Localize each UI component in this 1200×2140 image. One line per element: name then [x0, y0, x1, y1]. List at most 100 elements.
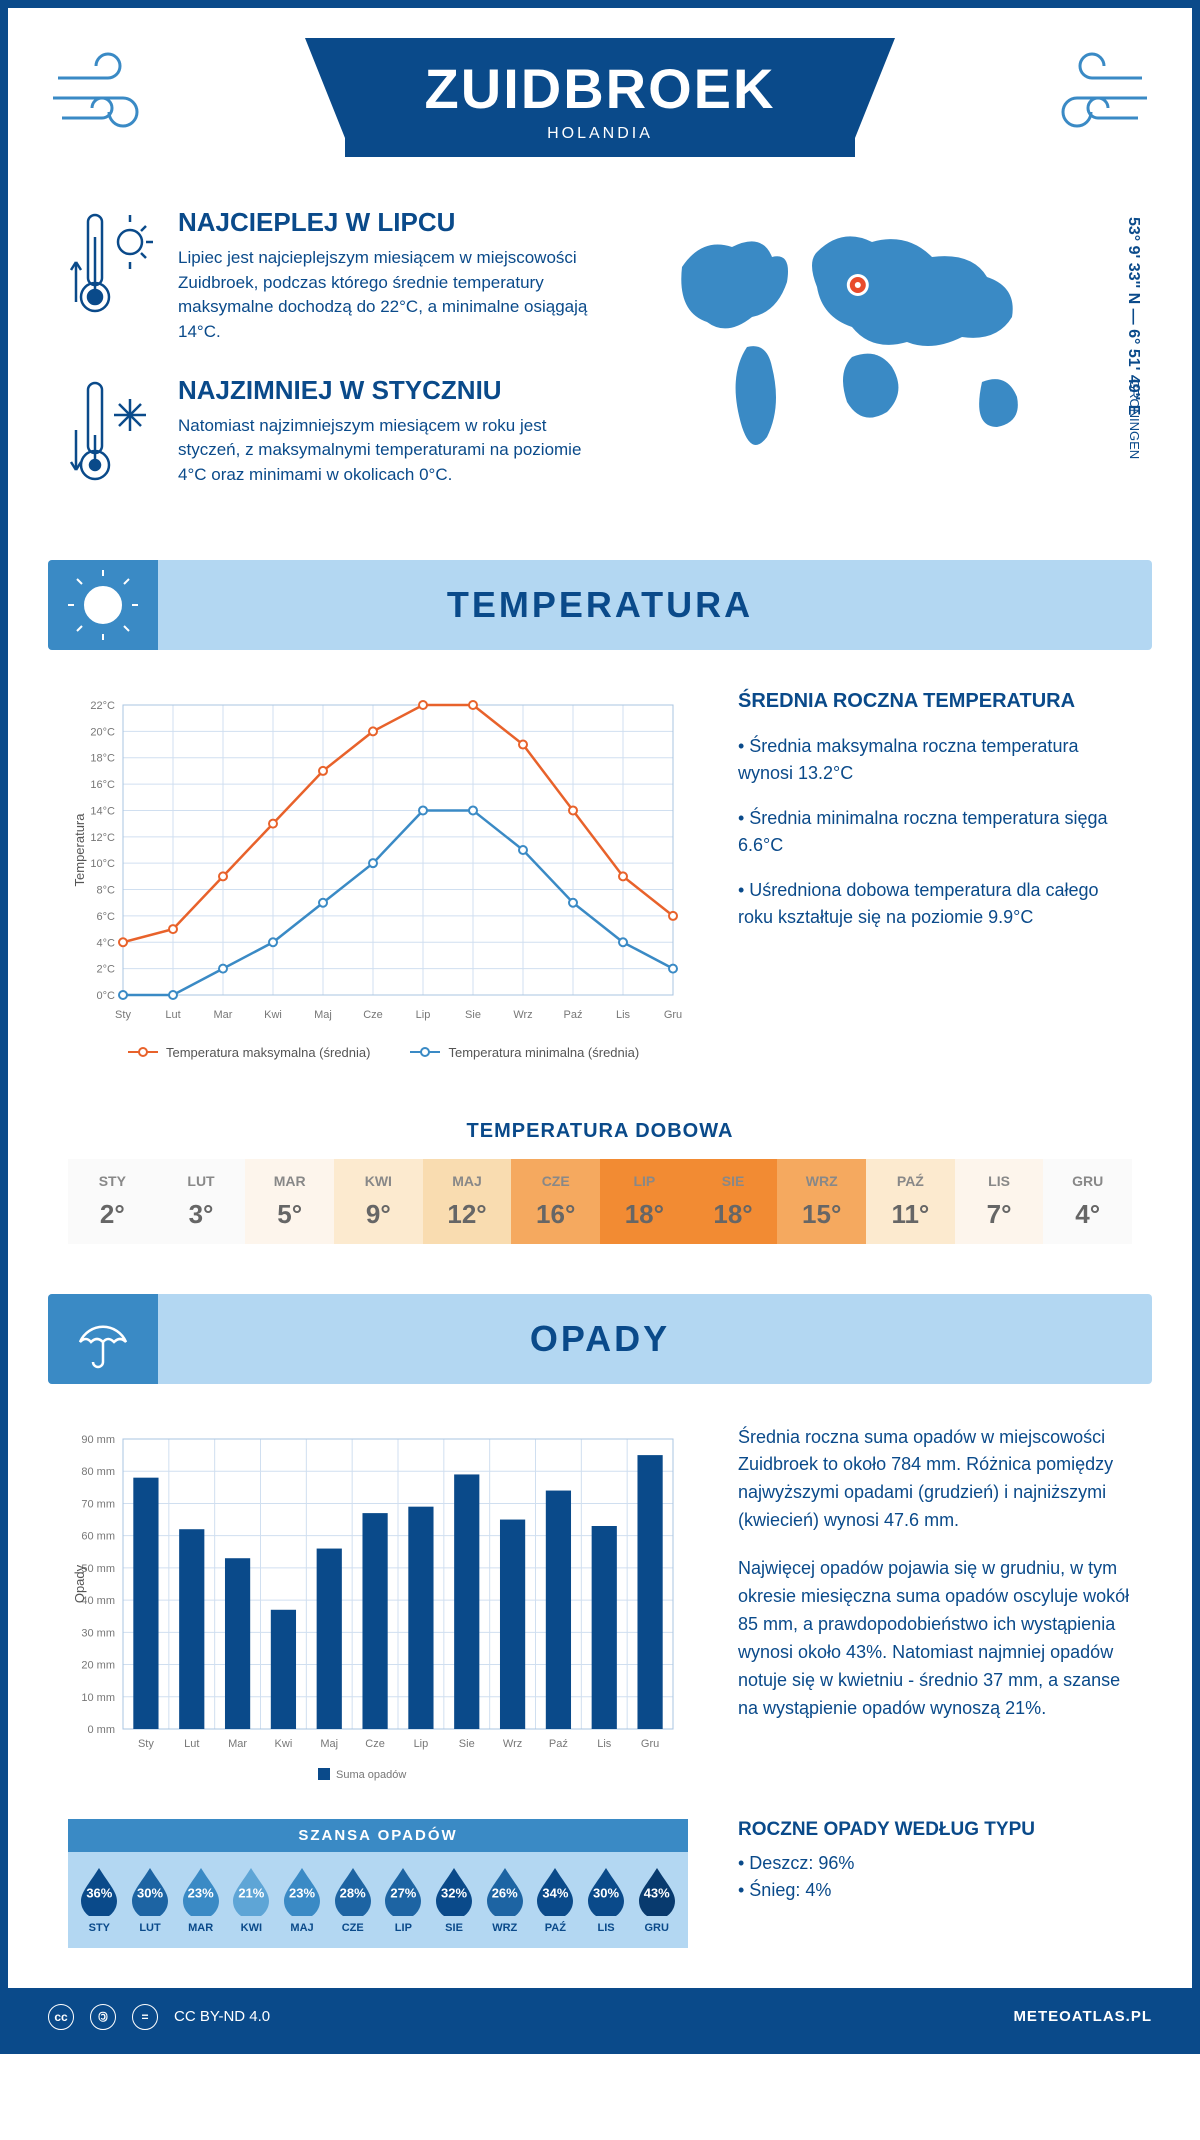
daily-cell: CZE16° — [511, 1159, 600, 1244]
title-banner: ZUIDBROEK HOLANDIA — [345, 38, 856, 157]
precipitation-bar-chart: 0 mm10 mm20 mm30 mm40 mm50 mm60 mm70 mm8… — [68, 1424, 688, 1789]
chance-drop: 21%KWI — [226, 1866, 277, 1934]
chance-drop: 23%MAR — [175, 1866, 226, 1934]
precip-p2: Najwięcej opadów pojawia się w grudniu, … — [738, 1555, 1132, 1722]
daily-cell: SIE18° — [689, 1159, 778, 1244]
svg-text:Lip: Lip — [416, 1009, 431, 1021]
svg-text:Sty: Sty — [138, 1738, 154, 1750]
temp-info-b1: • Średnia maksymalna roczna temperatura … — [738, 733, 1132, 787]
svg-text:Opady: Opady — [72, 1564, 87, 1603]
license-text: CC BY-ND 4.0 — [174, 2008, 270, 2025]
svg-text:0 mm: 0 mm — [88, 1724, 116, 1736]
svg-text:Paź: Paź — [549, 1738, 568, 1750]
annual-type-rain: • Deszcz: 96% — [738, 1853, 1035, 1874]
svg-text:Suma opadów: Suma opadów — [336, 1769, 406, 1781]
section-header-temperature: TEMPERATURA — [48, 560, 1152, 650]
chance-drop: 26%WRZ — [479, 1866, 530, 1934]
temp-info-b3: • Uśredniona dobowa temperatura dla całe… — [738, 877, 1132, 931]
world-map-svg — [652, 207, 1072, 467]
svg-text:Cze: Cze — [363, 1009, 383, 1021]
summary-row: NAJCIEPLEJ W LIPCU Lipiec jest najcieple… — [8, 207, 1192, 560]
daily-cell: PAŹ11° — [866, 1159, 955, 1244]
infographic-frame: ZUIDBROEK HOLANDIA NAJCIEPLEJ W LIPCU Li… — [0, 0, 1200, 2054]
fact-cold-title: NAJZIMNIEJ W STYCZNIU — [178, 375, 612, 406]
svg-text:Mar: Mar — [214, 1009, 233, 1021]
legend-max-label: Temperatura maksymalna (średnia) — [166, 1045, 370, 1060]
svg-text:Kwi: Kwi — [275, 1738, 293, 1750]
svg-text:Gru: Gru — [641, 1738, 659, 1750]
umbrella-icon — [48, 1294, 158, 1384]
precip-summary: Średnia roczna suma opadów w miejscowośc… — [738, 1424, 1132, 1789]
fact-warm-text: Lipiec jest najcieplejszym miesiącem w m… — [178, 246, 612, 345]
chance-drop: 27%LIP — [378, 1866, 429, 1934]
chance-drop: 30%LUT — [125, 1866, 176, 1934]
svg-text:Mar: Mar — [228, 1738, 247, 1750]
svg-text:Wrz: Wrz — [513, 1009, 532, 1021]
svg-text:2°C: 2°C — [97, 963, 116, 975]
svg-text:8°C: 8°C — [97, 884, 116, 896]
svg-text:Lut: Lut — [165, 1009, 180, 1021]
svg-text:0°C: 0°C — [97, 990, 116, 1002]
svg-text:20°C: 20°C — [90, 726, 115, 738]
temperature-summary: ŚREDNIA ROCZNA TEMPERATURA • Średnia mak… — [738, 690, 1132, 1060]
city-name: ZUIDBROEK — [425, 56, 776, 121]
svg-text:Lis: Lis — [616, 1009, 631, 1021]
daily-cell: MAR5° — [245, 1159, 334, 1244]
daily-cell: GRU4° — [1043, 1159, 1132, 1244]
svg-text:80 mm: 80 mm — [81, 1466, 115, 1478]
daily-cell: LIP18° — [600, 1159, 689, 1244]
footer: cc 🄯 = CC BY-ND 4.0 METEOATLAS.PL — [8, 1988, 1192, 2046]
chance-drop: 28%CZE — [327, 1866, 378, 1934]
svg-text:Sie: Sie — [465, 1009, 481, 1021]
chance-drop: 32%SIE — [429, 1866, 480, 1934]
svg-text:Maj: Maj — [320, 1738, 338, 1750]
daily-temp-table: STY2°LUT3°MAR5°KWI9°MAJ12°CZE16°LIP18°SI… — [68, 1159, 1132, 1244]
cc-icon: cc — [48, 2004, 74, 2030]
svg-text:Lis: Lis — [597, 1738, 612, 1750]
section-title-precip: OPADY — [530, 1318, 670, 1360]
thermometer-sun-icon — [68, 207, 158, 345]
annual-type-title: ROCZNE OPADY WEDŁUG TYPU — [738, 1819, 1035, 1841]
svg-text:16°C: 16°C — [90, 779, 115, 791]
temp-info-b2: • Średnia minimalna roczna temperatura s… — [738, 805, 1132, 859]
daily-cell: KWI9° — [334, 1159, 423, 1244]
svg-text:Maj: Maj — [314, 1009, 332, 1021]
svg-text:20 mm: 20 mm — [81, 1659, 115, 1671]
legend-min: Temperatura minimalna (średnia) — [410, 1045, 639, 1060]
svg-text:30 mm: 30 mm — [81, 1627, 115, 1639]
annual-precip-type: ROCZNE OPADY WEDŁUG TYPU • Deszcz: 96% •… — [738, 1819, 1035, 1948]
region-name: GRONINGEN — [1127, 379, 1142, 459]
chance-drop: 43%GRU — [631, 1866, 682, 1934]
header: ZUIDBROEK HOLANDIA — [8, 8, 1192, 207]
temp-info-title: ŚREDNIA ROCZNA TEMPERATURA — [738, 690, 1132, 713]
thermometer-snow-icon — [68, 375, 158, 490]
svg-text:18°C: 18°C — [90, 752, 115, 764]
svg-text:Cze: Cze — [365, 1738, 385, 1750]
daily-cell: MAJ12° — [423, 1159, 512, 1244]
section-title-temp: TEMPERATURA — [447, 584, 753, 626]
fact-cold-text: Natomiast najzimniejszym miesiącem w rok… — [178, 414, 612, 488]
annual-type-snow: • Śnieg: 4% — [738, 1880, 1035, 1901]
precip-p1: Średnia roczna suma opadów w miejscowośc… — [738, 1424, 1132, 1536]
svg-text:14°C: 14°C — [90, 805, 115, 817]
daily-temp-title: TEMPERATURA DOBOWA — [8, 1120, 1192, 1143]
fact-warm-title: NAJCIEPLEJ W LIPCU — [178, 207, 612, 238]
svg-text:22°C: 22°C — [90, 700, 115, 712]
svg-text:10°C: 10°C — [90, 858, 115, 870]
chance-drop: 36%STY — [74, 1866, 125, 1934]
svg-text:6°C: 6°C — [97, 910, 116, 922]
wind-icon-right — [1032, 48, 1152, 152]
chance-drop: 30%LIS — [581, 1866, 632, 1934]
fact-coldest: NAJZIMNIEJ W STYCZNIU Natomiast najzimni… — [68, 375, 612, 490]
svg-text:Lut: Lut — [184, 1738, 199, 1750]
world-map: 53° 9' 33'' N — 6° 51' 49'' E GRONINGEN — [652, 207, 1132, 520]
precip-chance-panel: SZANSA OPADÓW 36%STY30%LUT23%MAR21%KWI23… — [68, 1819, 688, 1948]
svg-text:4°C: 4°C — [97, 937, 116, 949]
svg-text:Kwi: Kwi — [264, 1009, 282, 1021]
temperature-line-chart: 0°C2°C4°C6°C8°C10°C12°C14°C16°C18°C20°C2… — [68, 690, 688, 1060]
svg-text:90 mm: 90 mm — [81, 1434, 115, 1446]
chance-drop: 34%PAŹ — [530, 1866, 581, 1934]
svg-text:Paź: Paź — [564, 1009, 583, 1021]
legend-max: Temperatura maksymalna (średnia) — [128, 1045, 370, 1060]
daily-cell: WRZ15° — [777, 1159, 866, 1244]
